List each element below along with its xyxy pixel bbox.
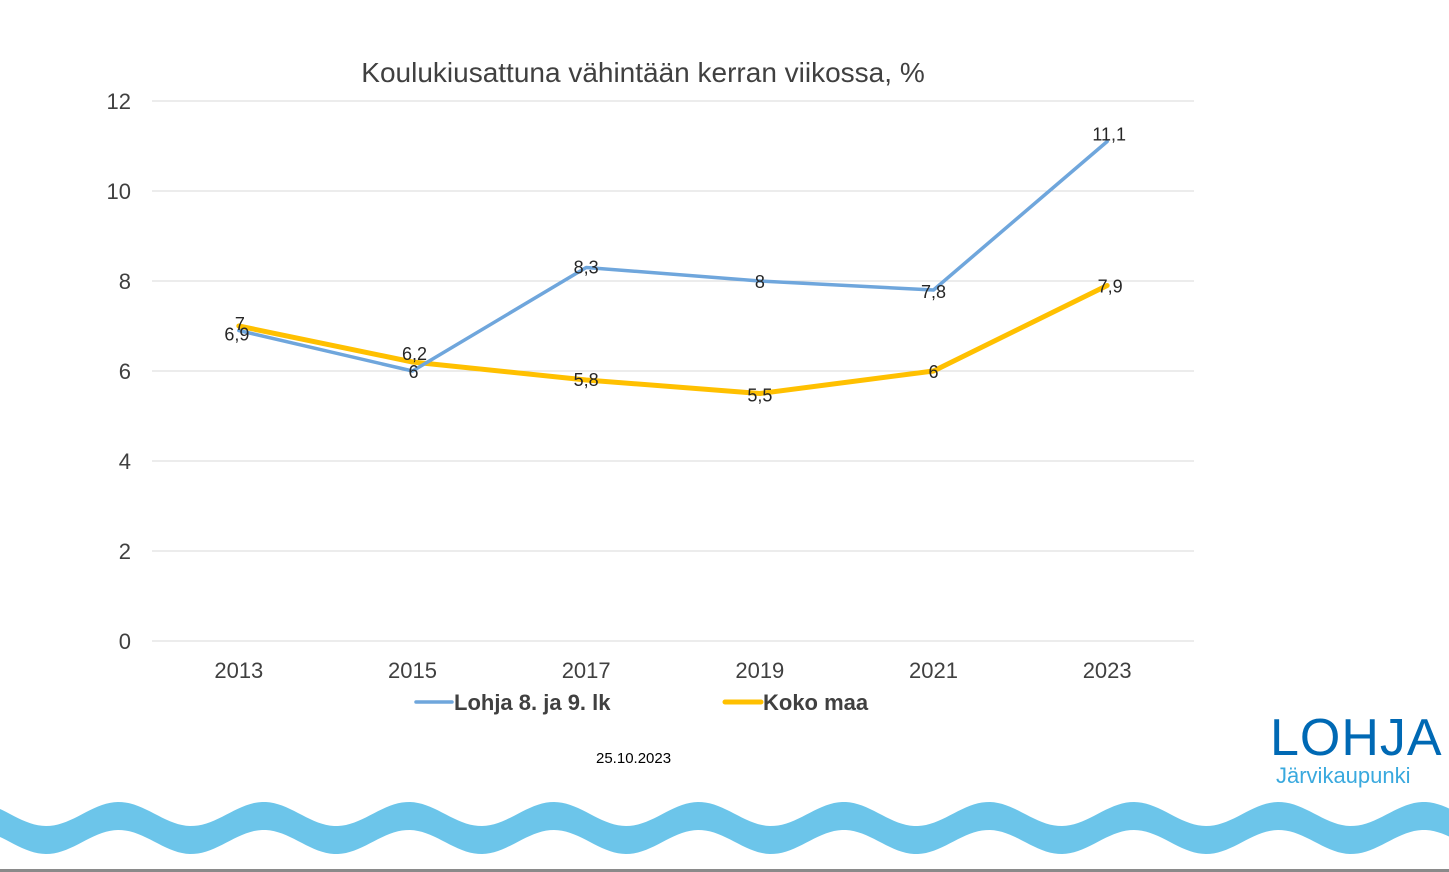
data-label: 7 — [235, 314, 245, 334]
x-tick-label: 2017 — [562, 658, 611, 683]
data-label: 6,9 — [224, 325, 249, 345]
slide-date: 25.10.2023 — [596, 750, 672, 767]
data-label: 5,8 — [574, 370, 599, 390]
y-tick-label: 6 — [119, 359, 131, 384]
x-tick-label: 2021 — [909, 658, 958, 683]
x-tick-label: 2015 — [388, 658, 437, 683]
series-line-1 — [236, 283, 1110, 396]
y-axis-ticks: 0 2 4 6 8 10 12 — [107, 89, 131, 654]
y-tick-label: 12 — [107, 89, 131, 114]
legend-label-1: Koko maa — [763, 690, 869, 715]
data-label: 7,9 — [1098, 277, 1123, 297]
data-label: 6,2 — [402, 344, 427, 364]
data-label: 8 — [755, 272, 765, 292]
data-label: 6 — [408, 362, 418, 382]
chart-title: Koulukiusattuna vähintään kerran viikoss… — [361, 57, 924, 88]
y-tick-label: 8 — [119, 269, 131, 294]
wave-shape — [0, 802, 1449, 854]
data-label: 7,8 — [921, 282, 946, 302]
gridlines — [152, 100, 1194, 642]
x-tick-label: 2013 — [214, 658, 263, 683]
series-lines — [236, 139, 1110, 396]
logo-wordmark: LOHJA — [1270, 709, 1443, 767]
legend: Lohja 8. ja 9. lk Koko maa — [414, 690, 869, 715]
series-line-0 — [237, 139, 1109, 373]
chart: Koulukiusattuna vähintään kerran viikoss… — [107, 57, 1194, 715]
data-labels: 6,9 6 8,3 8 7,8 11,1 7 6,2 5,8 5,5 6 7,9 — [224, 125, 1126, 406]
y-tick-label: 0 — [119, 629, 131, 654]
legend-label-0: Lohja 8. ja 9. lk — [454, 690, 611, 715]
lohja-logo: LOHJA Järvikaupunki — [1270, 709, 1443, 788]
logo-tagline: Järvikaupunki — [1276, 763, 1411, 788]
y-tick-label: 10 — [107, 179, 131, 204]
data-label: 5,5 — [747, 386, 772, 406]
wave-decoration — [0, 802, 1449, 854]
y-tick-label: 2 — [119, 539, 131, 564]
data-label: 8,3 — [574, 258, 599, 278]
x-tick-label: 2023 — [1083, 658, 1132, 683]
x-tick-label: 2019 — [735, 658, 784, 683]
bottom-divider — [0, 869, 1449, 872]
y-tick-label: 4 — [119, 449, 131, 474]
x-axis-ticks: 2013 2015 2017 2019 2021 2023 — [214, 658, 1131, 683]
data-label: 11,1 — [1092, 125, 1126, 145]
data-label: 6 — [928, 362, 938, 382]
